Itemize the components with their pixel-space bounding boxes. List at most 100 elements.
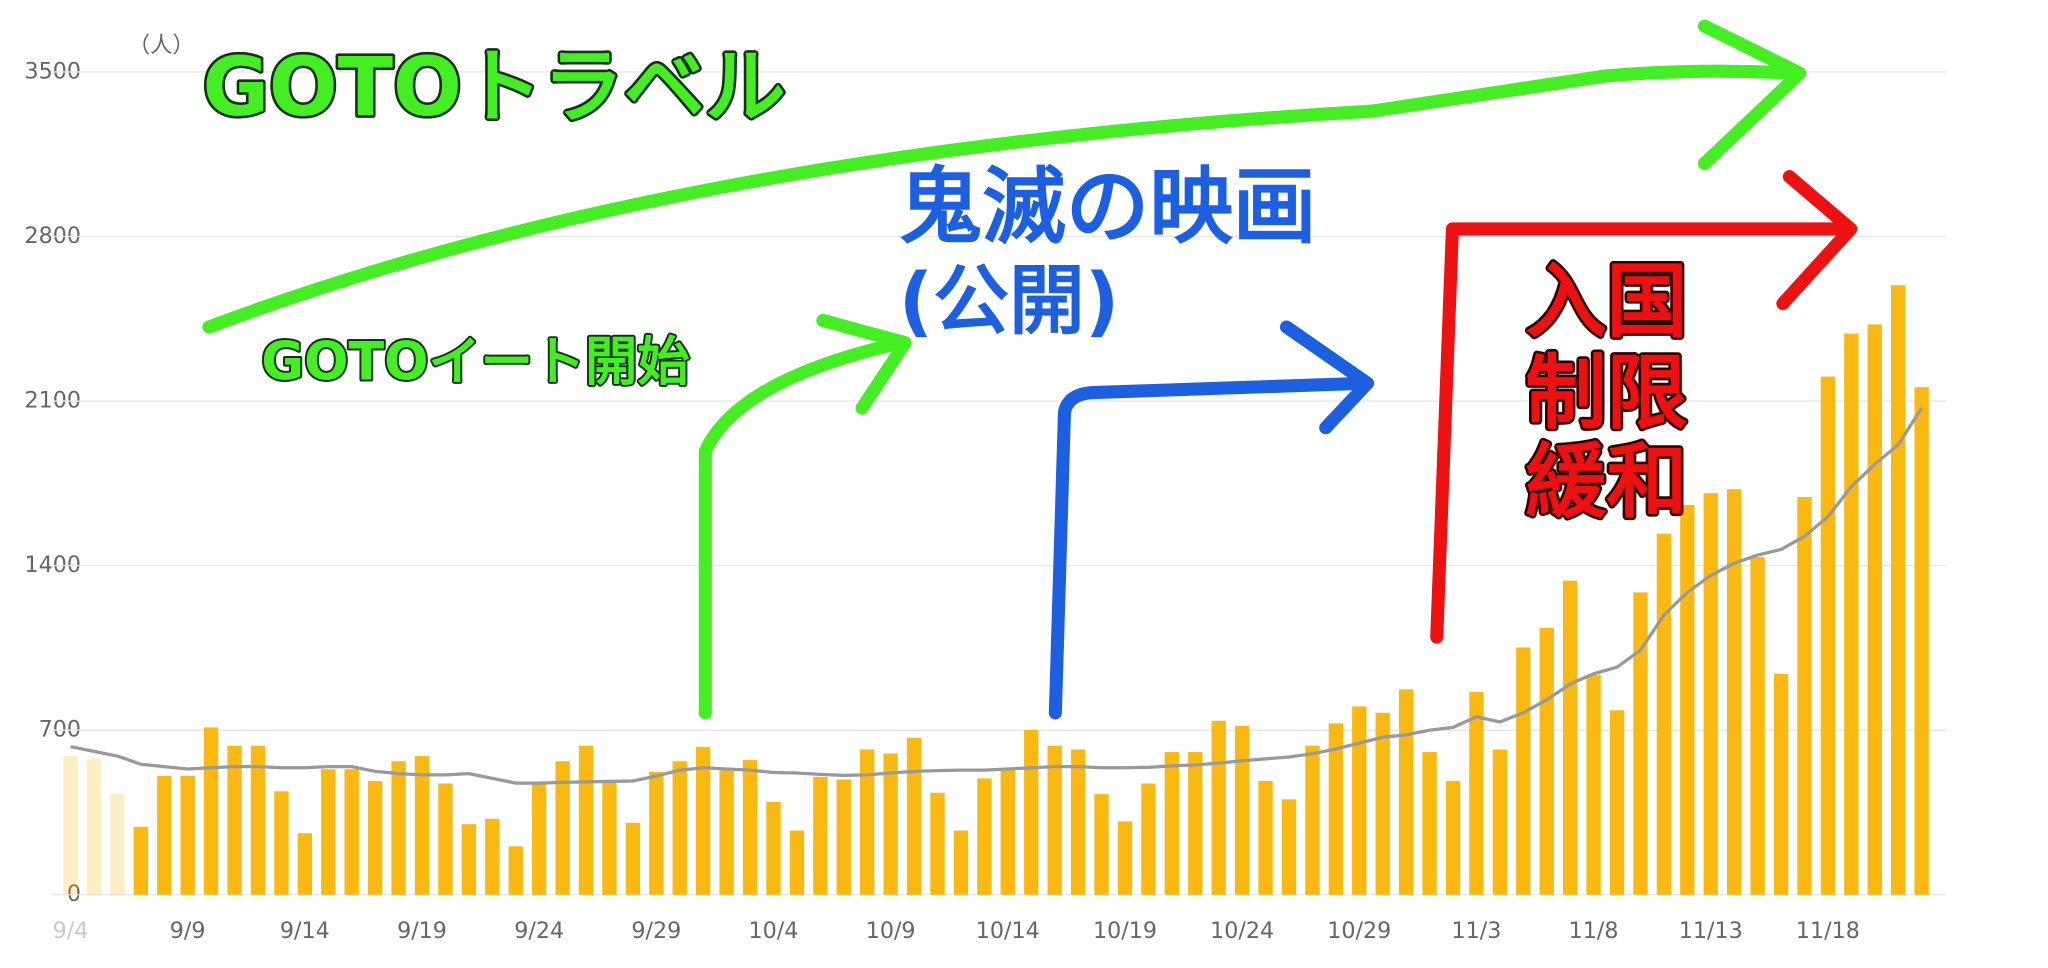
bar <box>1773 673 1789 895</box>
x-tick-label: 10/24 <box>1210 918 1274 944</box>
bar <box>1656 533 1672 895</box>
bar <box>602 780 617 895</box>
bar <box>1539 627 1554 895</box>
bar <box>1047 745 1062 895</box>
bar <box>86 758 102 895</box>
bar <box>1562 580 1578 895</box>
bar <box>1328 723 1344 895</box>
bar <box>766 801 781 895</box>
arrow <box>698 336 908 720</box>
bar <box>1422 752 1437 895</box>
bar <box>1281 799 1297 895</box>
annotation: (公開) <box>899 257 1120 345</box>
bar <box>531 783 547 895</box>
bar <box>672 761 687 895</box>
bar <box>485 818 500 895</box>
bar <box>860 749 875 895</box>
x-tick-label: 10/14 <box>976 918 1040 944</box>
bar <box>414 756 430 895</box>
unit-label: （人） <box>128 32 195 58</box>
bar <box>1703 493 1718 895</box>
bar <box>719 770 734 895</box>
bar <box>1070 749 1086 895</box>
bar <box>1258 780 1273 895</box>
bar <box>1750 557 1765 895</box>
bar <box>438 783 453 895</box>
arrow-head <box>816 313 912 415</box>
arrow-head <box>1776 170 1858 311</box>
bar <box>180 775 195 895</box>
arrows <box>202 19 1858 720</box>
bar <box>1164 752 1180 895</box>
annotation: GOTOイート開始 <box>261 331 689 392</box>
bar <box>1797 496 1812 895</box>
bar <box>1891 285 1906 895</box>
bar <box>1000 769 1015 895</box>
bar <box>203 727 219 895</box>
bar <box>1211 720 1226 895</box>
bar <box>1844 333 1859 895</box>
bar <box>1234 725 1250 895</box>
bar <box>930 792 945 895</box>
bar <box>1867 324 1882 895</box>
bar <box>461 824 477 895</box>
bar <box>133 826 149 895</box>
bar <box>321 769 336 895</box>
bar <box>953 830 969 895</box>
annotation: 緩和 <box>1526 436 1688 530</box>
bar <box>1094 794 1109 895</box>
bar <box>1586 674 1601 895</box>
bar <box>906 737 922 895</box>
bar <box>1680 504 1695 895</box>
bar <box>1445 780 1461 895</box>
bar <box>1914 387 1929 895</box>
x-tick-label: 10/4 <box>749 918 799 944</box>
arrow <box>1048 376 1372 720</box>
bar <box>508 846 523 895</box>
annotation: 鬼滅の映画 <box>899 157 1317 255</box>
arrow <box>202 64 1803 334</box>
bar <box>227 745 242 895</box>
bar <box>1633 592 1648 895</box>
bar <box>836 779 851 895</box>
bar <box>1609 710 1625 895</box>
arrow <box>1430 222 1855 644</box>
x-tick-label: 9/24 <box>514 918 564 944</box>
x-tick-label: 9/19 <box>397 918 447 944</box>
bar <box>813 776 828 895</box>
bar <box>297 833 313 895</box>
x-tick-label: 9/14 <box>280 918 330 944</box>
x-tick-label: 10/29 <box>1327 918 1391 944</box>
x-tick-label: 9/29 <box>631 918 681 944</box>
x-tick-label: 9/9 <box>170 918 206 944</box>
bar <box>1117 821 1133 895</box>
bar <box>250 745 266 895</box>
annotation: GOTOトラベル <box>202 41 785 135</box>
bar <box>1375 712 1390 895</box>
bar <box>625 822 641 895</box>
x-tick-label: 11/8 <box>1569 918 1619 944</box>
arrow-head <box>1697 19 1807 171</box>
bar <box>1141 783 1156 895</box>
bar <box>977 778 992 895</box>
x-tick-label: 11/18 <box>1796 918 1860 944</box>
x-tick-label: 11/13 <box>1679 918 1743 944</box>
x-tick-label: 10/19 <box>1093 918 1157 944</box>
bar <box>1516 647 1531 895</box>
bar <box>157 775 172 895</box>
arrow-head <box>1279 320 1375 435</box>
bar <box>110 793 125 895</box>
bar <box>789 830 805 895</box>
bar <box>742 760 758 895</box>
bar <box>649 771 664 895</box>
bar <box>1188 752 1203 895</box>
annotation: 入国 <box>1526 256 1688 350</box>
bar <box>1024 729 1039 895</box>
bar <box>1398 689 1414 895</box>
bar <box>1469 691 1484 895</box>
bar <box>696 746 711 895</box>
lines <box>70 407 1924 785</box>
